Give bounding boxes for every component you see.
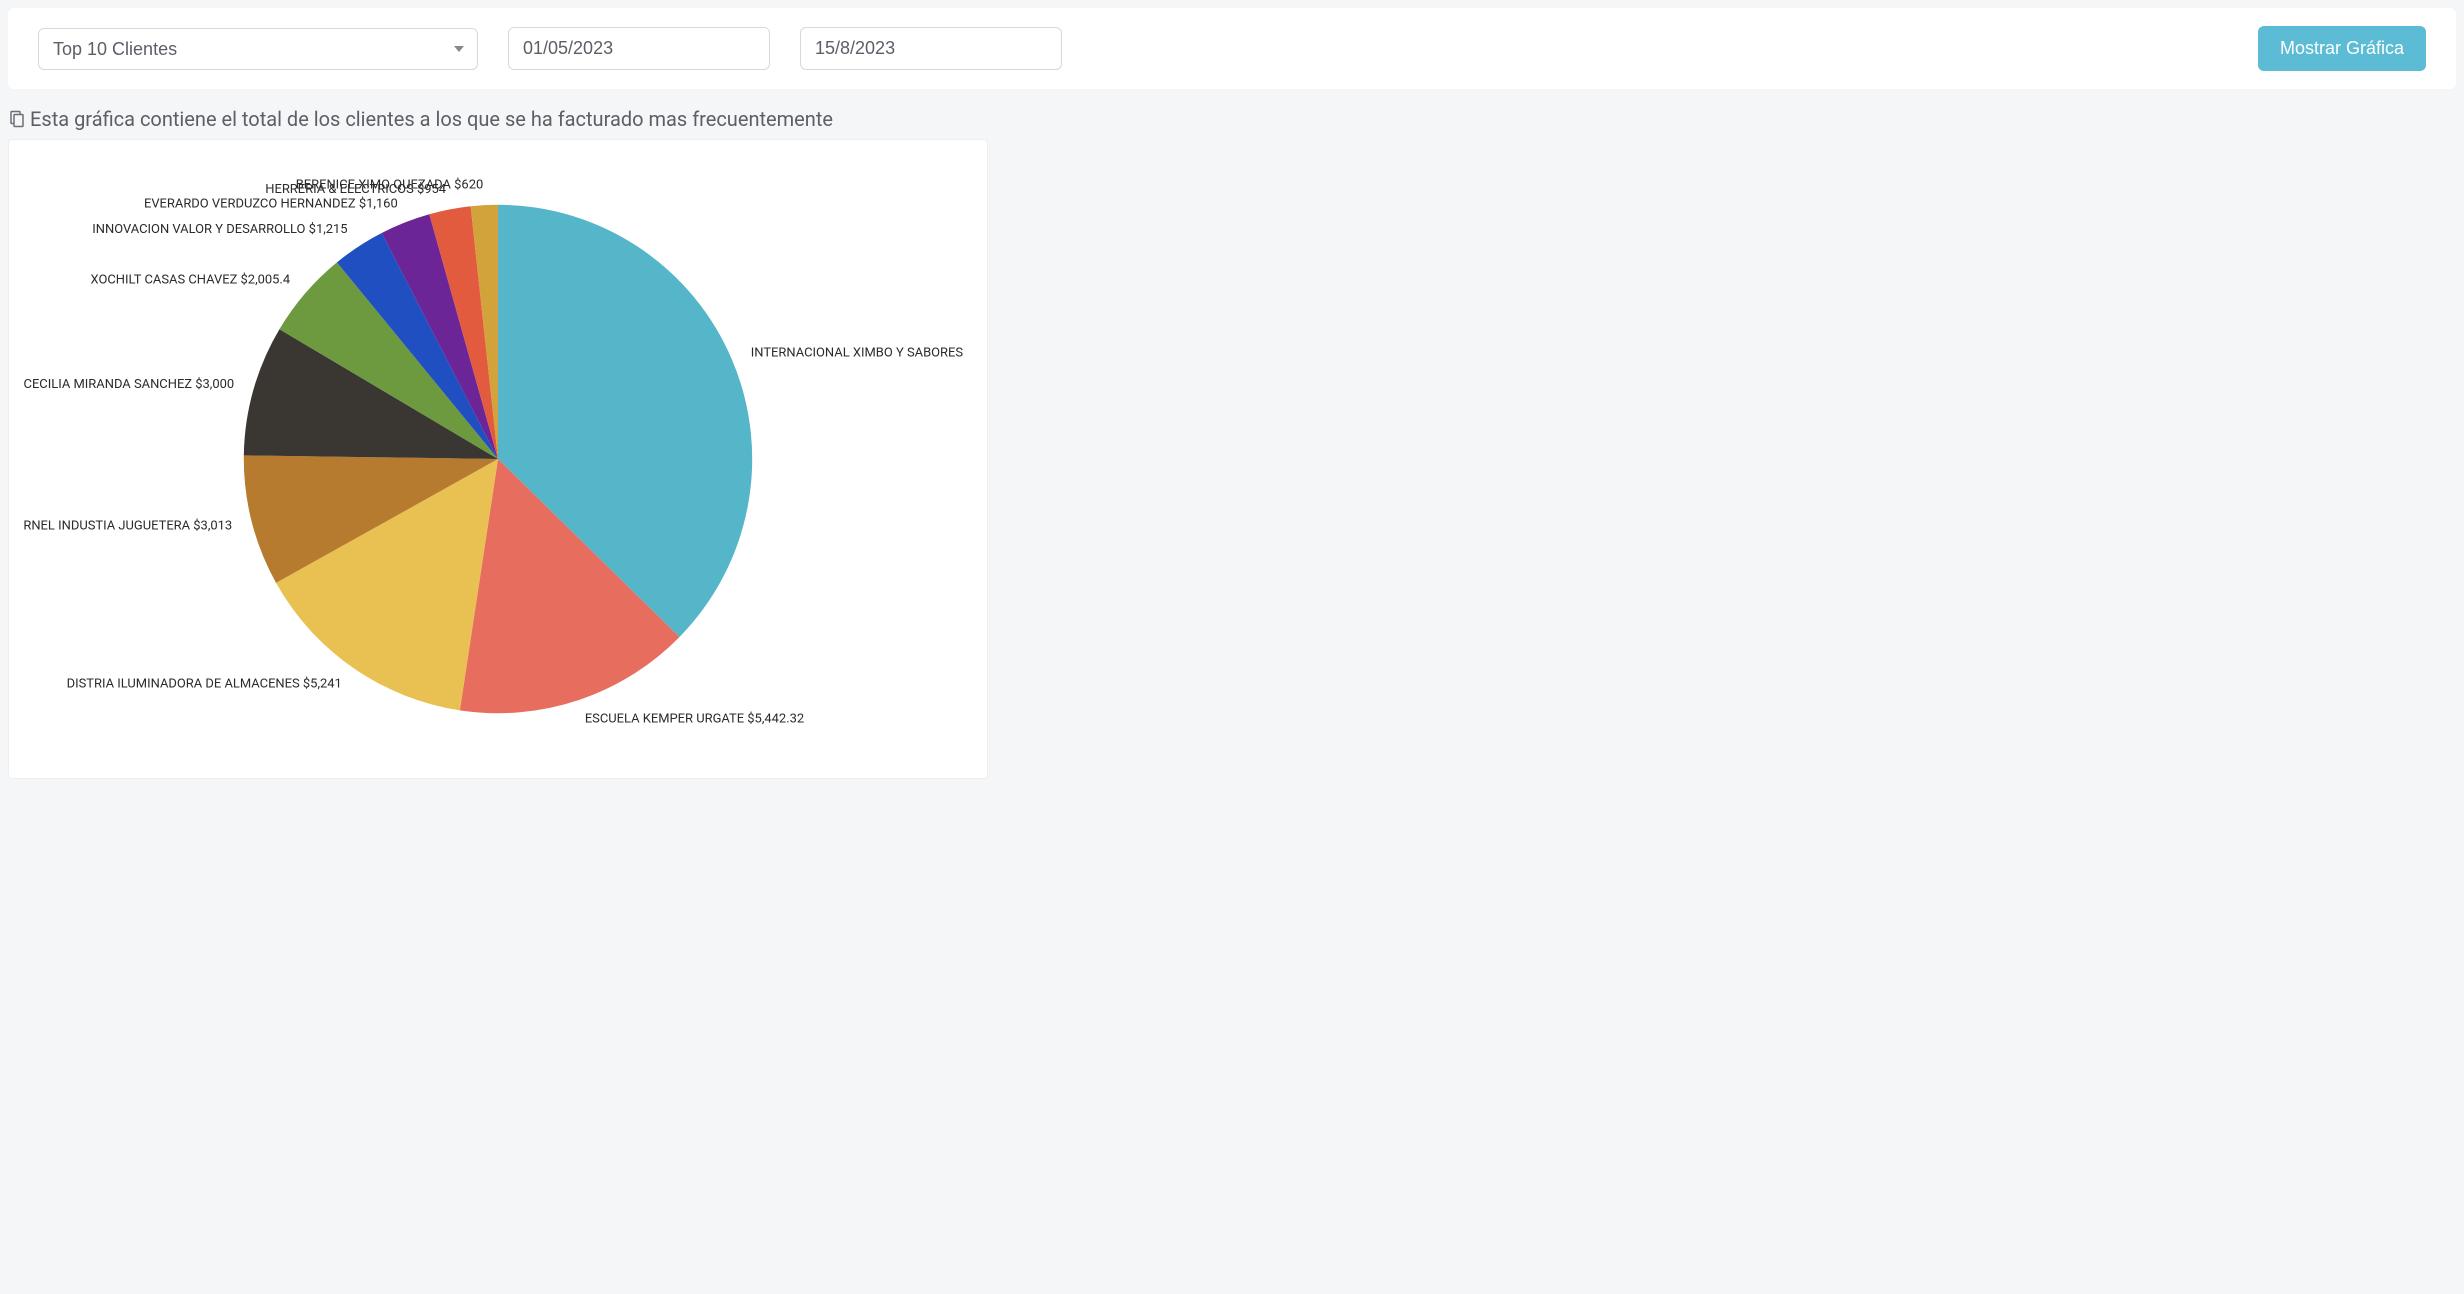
show-chart-button[interactable]: Mostrar Gráfica [2258, 26, 2426, 71]
pie-label: XOCHILT CASAS CHAVEZ $2,005.4 [91, 273, 291, 288]
copy-icon [8, 110, 26, 128]
chart-container: INTERNACIONAL XIMBO Y SABORES ESCUELA KEM… [8, 139, 988, 779]
pie-label: ESCUELA KEMPER URGATE $5,442.32 [585, 711, 804, 726]
pie-chart[interactable]: INTERNACIONAL XIMBO Y SABORES ESCUELA KEM… [9, 140, 987, 778]
chart-description-row: Esta gráfica contiene el total de los cl… [8, 107, 2456, 131]
pie-label: BERENICE XIMO QUEZADA $620 [296, 178, 484, 193]
report-type-select-wrap: Top 10 Clientes [38, 28, 478, 70]
pie-label: RNEL INDUSTIA JUGUETERA $3,013 [23, 519, 232, 534]
filter-bar: Top 10 Clientes Mostrar Gráfica [8, 8, 2456, 89]
pie-label: INTERNACIONAL XIMBO Y SABORES [751, 345, 964, 360]
pie-label: INNOVACION VALOR Y DESARROLLO $1,215 [92, 222, 347, 237]
chart-description: Esta gráfica contiene el total de los cl… [30, 107, 833, 131]
pie-label: EVERARDO VERDUZCO HERNANDEZ $1,160 [144, 196, 398, 211]
report-type-select[interactable]: Top 10 Clientes [38, 28, 478, 70]
pie-label: DISTRIA ILUMINADORA DE ALMACENES $5,241 [67, 677, 342, 692]
date-from-input[interactable] [508, 27, 770, 70]
date-to-input[interactable] [800, 27, 1062, 70]
pie-label: CECILIA MIRANDA SANCHEZ $3,000 [24, 377, 235, 392]
